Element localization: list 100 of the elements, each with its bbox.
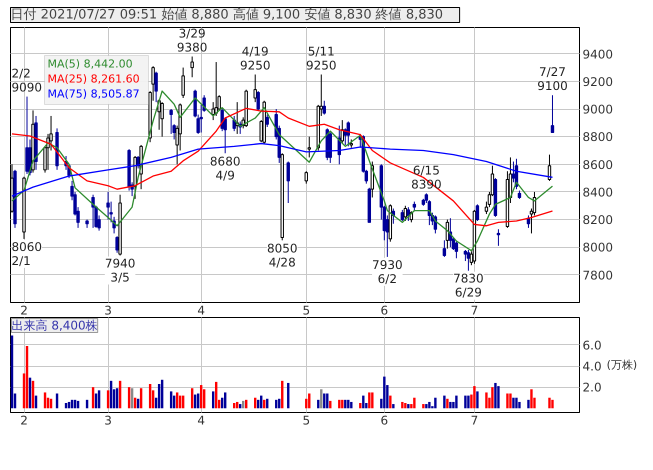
x-tick-label: 5 [302, 304, 310, 318]
candlestick [454, 241, 458, 259]
y-tick-label: 2.0 [582, 380, 602, 395]
bar [200, 385, 202, 408]
x-tick-label: 2 [20, 414, 28, 428]
bar [260, 396, 262, 408]
bar [449, 402, 452, 408]
bar [130, 388, 134, 408]
candlestick [496, 228, 500, 246]
bar [341, 400, 344, 408]
bar [86, 400, 88, 408]
candlestick [400, 209, 404, 222]
annotation: 8060 2/1 [12, 240, 42, 268]
bar [68, 402, 70, 408]
bar [362, 396, 365, 408]
bar [473, 386, 476, 408]
bar [347, 400, 350, 408]
candlestick [106, 191, 110, 220]
bar [98, 390, 100, 408]
annotation: 3/29 9380 [176, 26, 208, 55]
bar [172, 396, 176, 408]
bar [317, 400, 320, 408]
x-tick-label: 3 [104, 414, 112, 428]
bar [323, 394, 326, 408]
candlestick [286, 161, 290, 204]
annotation: 4/19 9250 [240, 44, 270, 72]
candlestick [370, 161, 374, 198]
bar [254, 398, 256, 408]
bar [338, 400, 340, 408]
bar [425, 404, 428, 408]
bar [160, 380, 164, 408]
candlestick [266, 114, 269, 128]
text: MA(25) 8,261.60 [48, 72, 140, 86]
bar [70, 400, 74, 408]
bar [434, 398, 437, 408]
bar [485, 392, 488, 408]
bar [344, 400, 346, 408]
bar [110, 380, 112, 408]
bar [278, 398, 280, 408]
bar [494, 382, 497, 408]
bar [383, 376, 386, 408]
bar [94, 394, 98, 408]
bar [413, 398, 416, 408]
bar [509, 394, 512, 408]
x-tick-label: 6 [380, 304, 388, 318]
bar [263, 400, 266, 408]
bar [245, 400, 248, 408]
bar [515, 398, 518, 408]
y-tick-label: 9000 [582, 102, 614, 117]
x-tick-label: 4 [197, 304, 205, 318]
y-tick-label: 8200 [582, 213, 614, 228]
bar [464, 396, 467, 408]
bar [287, 382, 290, 408]
x-tick-label: 7 [470, 304, 478, 318]
y-axis-title: (万株) [606, 358, 638, 372]
annotation: 8050 4/28 [266, 241, 298, 270]
x-tick-label: 2 [20, 304, 28, 318]
annotation: 5/11 9250 [306, 44, 337, 72]
chart-title: 出来高 8,400株 [12, 318, 98, 332]
annotation: 7930 6/2 [372, 258, 403, 286]
y-tick-label: 8000 [582, 240, 614, 255]
x-tick-label: 3 [104, 304, 112, 318]
bar [182, 396, 184, 408]
bar [128, 387, 130, 408]
text: MA(5) 8,442.00 [48, 58, 133, 70]
bar [404, 403, 407, 408]
candlestick [169, 108, 173, 134]
candlestick [322, 100, 326, 116]
bar [92, 387, 94, 408]
y-tick-label: 9200 [582, 74, 614, 89]
candlestick [154, 71, 158, 103]
bar [392, 404, 395, 408]
bar [320, 389, 322, 408]
line-series [11, 108, 554, 226]
bar [371, 392, 374, 408]
bar [74, 400, 76, 408]
annotation: 7830 6/29 [453, 272, 484, 300]
candlestick [160, 102, 164, 138]
candlestick [328, 132, 332, 164]
bar [422, 404, 425, 408]
bar [190, 388, 194, 408]
bar [308, 394, 310, 408]
annotation: 7940 3/5 [104, 256, 136, 285]
bar [491, 387, 494, 408]
bar [236, 402, 238, 408]
candlestick [256, 90, 260, 111]
bar [275, 400, 278, 408]
bar [506, 394, 509, 408]
bar [266, 398, 268, 408]
candlestick [442, 240, 446, 258]
bar [76, 400, 80, 408]
bar [476, 391, 479, 408]
bar [118, 380, 122, 408]
x-tick-label: 6 [380, 414, 388, 428]
bar [359, 403, 362, 408]
candlestick [254, 74, 257, 103]
bar [326, 394, 328, 408]
candlestick [308, 136, 311, 158]
candlestick [304, 170, 308, 184]
line-series [11, 90, 554, 252]
